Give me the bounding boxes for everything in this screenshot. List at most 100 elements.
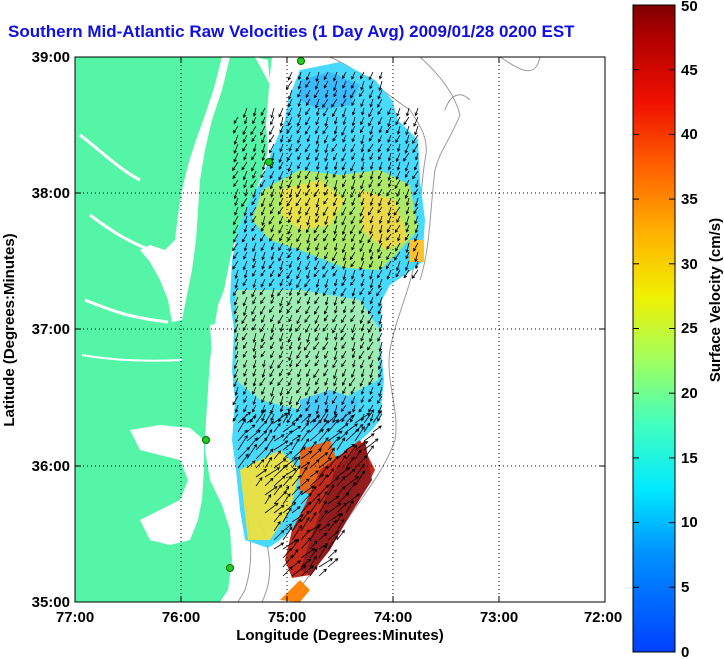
velocity-arrow [234,206,239,216]
velocity-arrow [287,71,293,81]
velocity-arrows [232,71,419,577]
velocity-arrow [300,501,311,514]
velocity-arrow [260,224,266,232]
velocity-arrow [341,152,347,162]
velocity-arrow [232,395,239,406]
velocity-arrow [288,395,293,406]
velocity-arrow [341,350,347,359]
velocity-arrow [324,386,329,396]
velocity-arrow [332,323,338,334]
velocity-arrow [332,359,338,369]
velocity-arrow [270,224,275,233]
offshore-strip [210,322,232,385]
velocity-arrow [351,368,356,378]
velocity-arrow [333,89,338,98]
velocity-arrow [360,134,365,145]
velocity-arrow [350,314,356,323]
velocity-arrow [315,215,320,223]
velocity-arrow [397,143,401,153]
velocity-arrow [252,395,257,406]
velocity-arrow [345,493,360,505]
velocity-arrow [324,359,329,369]
velocity-arrow [315,197,320,208]
velocity-arrow [250,125,257,136]
velocity-arrow [234,197,239,207]
velocity-arrow [369,170,374,181]
velocity-arrow [297,224,302,234]
velocity-arrow [282,507,292,523]
velocity-arrow [296,350,302,360]
velocity-arrow [368,287,374,295]
velocity-arrow [351,107,356,116]
river-1 [89,213,151,252]
velocity-arrow [288,188,293,199]
velocity-arrow [234,332,239,343]
velocity-arrow [318,437,329,451]
delaware-bay [255,57,270,85]
velocity-arrow [260,341,266,349]
velocity-arrow [360,296,365,306]
velocity-arrow [268,260,275,270]
velocity-arrow [242,332,248,341]
velocity-arrow [233,116,239,125]
velocity-arrow [405,215,410,227]
velocity-arrow [377,98,383,108]
velocity-arrow [260,404,266,414]
velocity-arrow [260,125,266,136]
velocity-arrow [377,251,383,260]
velocity-arrow [377,413,383,422]
velocity-arrow [378,215,383,225]
velocity-arrow [322,98,329,108]
velocity-arrow [322,125,329,135]
velocity-arrow [300,485,315,496]
velocity-arrow [287,224,293,235]
velocity-arrow [333,224,338,235]
velocity-arrow [327,549,338,559]
velocity-arrow [315,332,320,342]
velocity-arrow [269,233,275,242]
velocity-arrow [255,420,268,433]
velocity-arrow [361,269,365,278]
velocity-arrow [404,143,410,154]
velocity-arrow [378,152,383,161]
velocity-arrow [287,233,293,242]
velocity-arrow [333,215,338,225]
velocity-arrow [288,134,293,143]
velocity-arrow [279,260,284,271]
velocity-arrow [289,359,293,368]
velocity-arrow [313,233,320,242]
velocity-arrow [360,278,365,287]
velocity-arrow [334,278,338,287]
velocity-arrow [233,152,239,163]
velocity-arrow [270,314,275,323]
velocity-arrow [354,426,365,442]
velocity-arrow [269,368,275,378]
velocity-arrow [387,206,392,217]
velocity-arrow [314,80,320,90]
velocity-arrow [332,170,338,178]
velocity-arrow [323,71,329,81]
velocity-arrow [336,454,347,469]
velocity-arrow [260,332,266,343]
velocity-arrow [287,296,293,306]
velocity-arrow [324,170,329,180]
velocity-arrow [396,161,401,171]
velocity-arrow [414,251,419,263]
velocity-arrow [291,514,304,523]
velocity-arrow [305,404,311,412]
velocity-arrow [246,424,256,433]
velocity-arrow [315,350,320,360]
velocity-arrow [277,377,284,386]
velocity-arrow [412,134,419,144]
velocity-arrow [291,438,300,451]
velocity-arrow [404,170,410,178]
velocity-arrow [385,125,392,134]
velocity-arrow [233,233,239,243]
map-title: Southern Mid-Atlantic Raw Velocities (1 … [8,22,575,41]
velocity-arrow [296,242,302,252]
velocity-arrow [264,477,274,487]
velocity-arrow [341,98,347,108]
velocity-arrow [316,161,320,171]
velocity-arrow [315,242,320,251]
velocity-arrow [360,368,365,378]
